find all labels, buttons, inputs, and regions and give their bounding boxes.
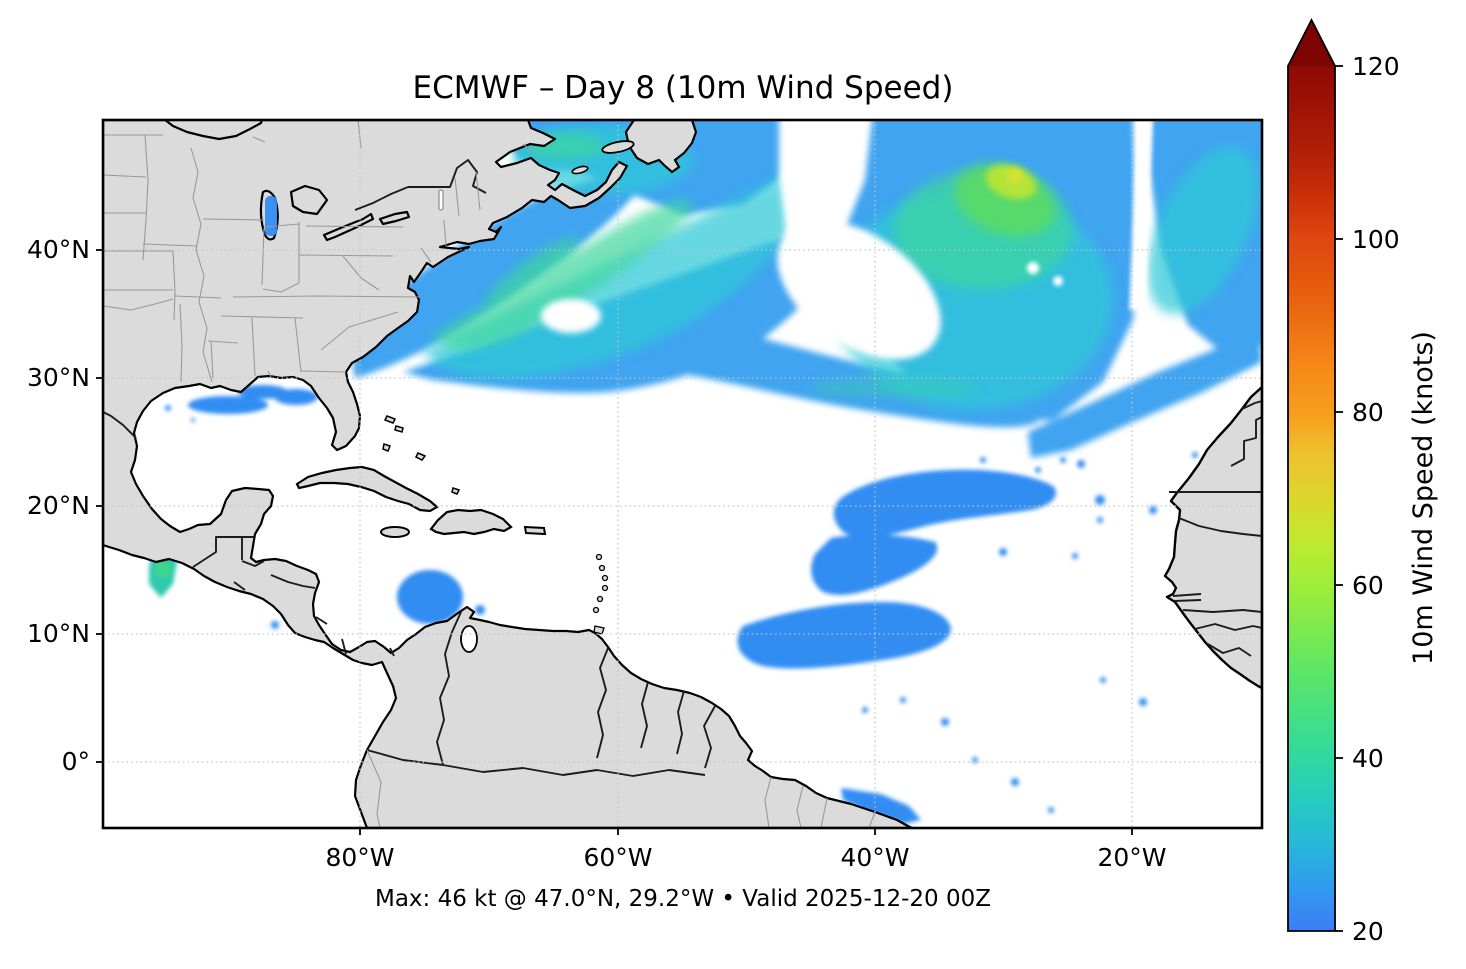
y-tick-label: 40°N [27,235,90,264]
prince-edward-island [571,165,589,175]
colorbar-gradient [1288,66,1335,931]
colorbar-ticks [1335,65,1343,932]
lake-maracaibo [460,625,478,653]
colorbar-tick-labels: 120 100 80 60 40 20 [1352,52,1400,946]
bahamas [382,415,461,495]
colorbar-outline [1287,18,1336,932]
colorbar-tick-label: 120 [1352,52,1400,81]
y-tick-label: 20°N [27,491,90,520]
colorbar-tick-label: 60 [1352,571,1384,600]
jamaica [380,526,410,538]
x-tick-label: 80°W [325,843,394,872]
americas-mainland [103,120,914,828]
axis-tick-marks [96,249,1133,835]
colorbar-extend-arrow [1288,20,1335,66]
anticosti-island [601,140,635,154]
y-axis-labels: 40°N 30°N 20°N 10°N 0° [27,235,90,776]
x-tick-label: 20°W [1097,843,1166,872]
y-tick-label: 10°N [27,619,90,648]
newfoundland-island [624,120,698,174]
chart-title: ECMWF – Day 8 (10m Wind Speed) [413,70,954,106]
map-panel [96,118,1264,835]
y-tick-label: 30°N [27,363,90,392]
x-axis-labels: 80°W 60°W 40°W 20°W [325,843,1166,872]
colorbar-tick-label: 100 [1352,225,1400,254]
colorbar-tick-label: 80 [1352,398,1384,427]
hispaniola [429,508,513,536]
gridlines [103,120,1262,828]
lake-michigan-wind [265,196,277,236]
trade-wind-blobs [147,198,1198,824]
colorbar-tick-label: 20 [1352,917,1384,946]
puerto-rico [523,525,547,536]
cuba [295,465,439,513]
country-borders [103,159,1262,777]
colorbar-axis-label: 10m Wind Speed (knots) [1408,331,1439,665]
dry-slots [541,120,1153,360]
colorbar: 120 100 80 60 40 20 10m Wind Speed (knot… [1287,18,1439,946]
plot-border [101,118,1264,830]
chart-subtitle: Max: 46 kt @ 47.0°N, 29.2°W • Valid 2025… [375,886,991,912]
x-tick-label: 60°W [583,843,652,872]
y-tick-label: 0° [62,747,90,776]
state-borders [103,120,876,828]
x-tick-label: 40°W [840,843,909,872]
wind-speed-field [147,120,1262,824]
colorbar-tick-label: 40 [1352,744,1384,773]
